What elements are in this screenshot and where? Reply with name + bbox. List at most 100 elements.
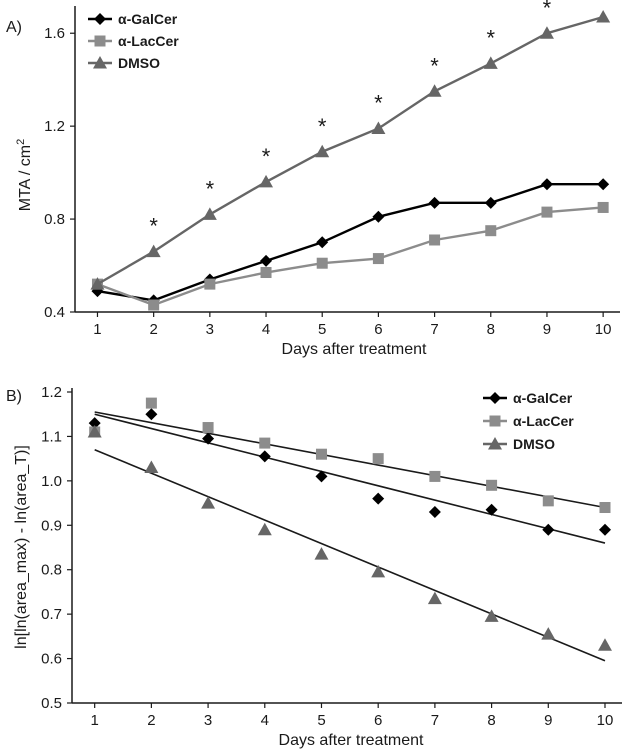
panel-b-series [87, 397, 612, 651]
data-point-laccer [260, 267, 272, 279]
data-point-dmso [371, 564, 386, 578]
data-point-galcer [315, 470, 328, 483]
panel-a-x-axis-title: Days after treatment [282, 341, 428, 358]
data-point-dmso [90, 277, 105, 290]
data-point-laccer [145, 397, 157, 409]
data-point-galcer [598, 523, 611, 536]
data-point-galcer [540, 178, 553, 191]
data-point-laccer [542, 495, 554, 507]
legend-label-galcer: α-GalCer [513, 390, 573, 406]
panel-b-x-tick-label: 1 [91, 712, 99, 729]
data-point-laccer [486, 479, 498, 491]
significance-star: * [430, 53, 439, 78]
fit-line-laccer [94, 411, 606, 509]
series-line-laccer [97, 206, 604, 307]
panel-a-x-tick-label: 5 [318, 321, 326, 338]
series-dmso [90, 9, 611, 290]
panel-b-x-tick-label: 5 [317, 712, 325, 729]
legend-label-galcer: α-GalCer [118, 11, 178, 27]
panel-a-x-tick-label: 10 [595, 321, 612, 338]
data-point-dmso [257, 522, 272, 536]
series-galcer [88, 408, 611, 536]
data-point-dmso [314, 547, 329, 560]
panel-a-y-tick-label: 0.4 [44, 304, 65, 321]
data-point-laccer [597, 201, 609, 213]
data-point-laccer [204, 278, 216, 290]
panel-a-x-tick-label: 3 [206, 321, 214, 338]
data-point-galcer [597, 178, 610, 191]
panel-b-scatter-chart: B) 1 2 3 4 5 6 7 8 9 10 0.5 0.6 0.7 0.8 0.9 1.0 1.1 1.2 α… [6, 384, 622, 749]
significance-star: * [486, 26, 495, 51]
data-point-dmso [87, 424, 102, 438]
data-point-laccer [202, 422, 214, 434]
panel-b-y-tick-label: 0.9 [41, 517, 62, 534]
data-point-laccer [372, 253, 384, 265]
data-point-laccer [372, 453, 384, 465]
panel-b-x-tick-label: 7 [431, 712, 439, 729]
significance-star: * [543, 0, 552, 20]
data-point-dmso [596, 9, 611, 23]
panel-b-y-tick-label: 1.2 [41, 384, 62, 401]
panel-b-axes: 1 2 3 4 5 6 7 8 9 10 0.5 0.6 0.7 0.8 0.9 1.0 1.1 1.2 [41, 384, 622, 729]
panel-b-label: B) [6, 388, 22, 405]
data-point-dmso [202, 207, 217, 220]
fit-line-galcer [94, 413, 606, 544]
legend-marker-dmso [488, 437, 502, 450]
data-point-galcer [372, 210, 385, 223]
data-point-laccer [429, 234, 441, 246]
fit-line-dmso [94, 449, 606, 662]
panel-a-x-tick-label: 9 [543, 321, 551, 338]
data-point-dmso [315, 144, 330, 158]
panel-b-y-tick-label: 0.5 [41, 695, 62, 712]
data-point-dmso [484, 609, 499, 622]
data-point-dmso [539, 26, 554, 39]
panel-b-x-tick-label: 4 [261, 712, 269, 729]
legend-label-dmso: DMSO [118, 55, 160, 71]
data-point-laccer [599, 502, 611, 514]
significance-star: * [206, 177, 215, 202]
panel-a-y-tick-label: 0.8 [44, 211, 65, 228]
panel-a-y-tick-label: 1.6 [44, 25, 65, 42]
data-point-laccer [485, 225, 497, 237]
data-point-dmso [144, 460, 159, 474]
panel-b-y-tick-label: 0.8 [41, 562, 62, 579]
panel-a-series [90, 9, 611, 311]
data-point-dmso [371, 121, 386, 134]
data-point-galcer [542, 523, 555, 536]
data-point-dmso [483, 56, 498, 69]
data-point-laccer [259, 437, 271, 449]
panel-a-x-tick-label: 1 [93, 321, 101, 338]
panel-b-x-tick-label: 6 [374, 712, 382, 729]
panel-b-y-tick-label: 0.6 [41, 651, 62, 668]
panel-b-y-tick-label: 1.0 [41, 473, 62, 490]
data-point-galcer [260, 254, 273, 267]
significance-star: * [318, 114, 327, 139]
data-point-dmso [201, 496, 216, 509]
data-point-laccer [315, 448, 327, 460]
data-point-dmso [259, 174, 274, 188]
significance-star: * [374, 91, 383, 116]
panel-a-legend: α-GalCer α-LacCer DMSO [88, 11, 179, 71]
data-point-dmso [541, 627, 556, 640]
series-line-galcer [97, 183, 604, 302]
data-point-galcer [485, 503, 498, 516]
data-point-dmso [427, 591, 442, 605]
panel-a-y-axis-title-main: MTA / cm [17, 145, 34, 211]
legend-marker-galcer [489, 392, 501, 404]
panel-a-y-axis-title: MTA / cm2 [15, 139, 34, 212]
data-point-galcer [428, 505, 441, 518]
data-point-galcer [202, 432, 215, 445]
legend-marker-laccer [94, 35, 106, 47]
panel-a-line-chart: A) 1 2 3 4 5 6 7 8 9 10 0.4 0.8 1.2 1.6 * * * * * * * * α-Ga… [6, 0, 620, 358]
data-point-laccer [316, 257, 328, 269]
legend-marker-galcer [94, 13, 106, 25]
data-point-galcer [484, 196, 497, 209]
panel-b-x-tick-label: 10 [597, 712, 614, 729]
panel-b-legend: α-GalCer α-LacCer DMSO [483, 390, 574, 452]
legend-marker-laccer [489, 415, 501, 427]
data-point-dmso [146, 244, 161, 258]
panel-b-x-axis-title: Days after treatment [279, 732, 425, 749]
data-point-galcer [88, 417, 101, 430]
data-point-laccer [148, 299, 160, 311]
